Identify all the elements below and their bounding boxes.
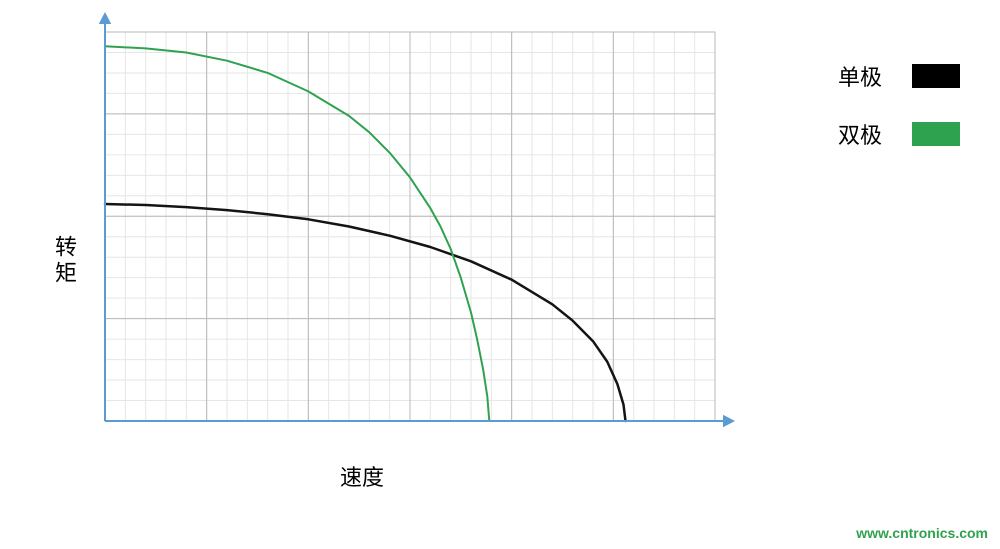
legend-swatch-unipolar (912, 64, 960, 88)
legend-label: 单极 (838, 60, 882, 92)
legend-swatch-bipolar (912, 122, 960, 146)
legend-item-bipolar: 双极 (838, 118, 960, 150)
x-axis-label: 速度 (340, 460, 384, 492)
legend: 单极 双极 (838, 60, 960, 176)
y-axis-label: 转矩 (48, 235, 80, 287)
watermark: www.cntronics.com (856, 525, 988, 541)
legend-item-unipolar: 单极 (838, 60, 960, 92)
legend-label: 双极 (838, 118, 882, 150)
